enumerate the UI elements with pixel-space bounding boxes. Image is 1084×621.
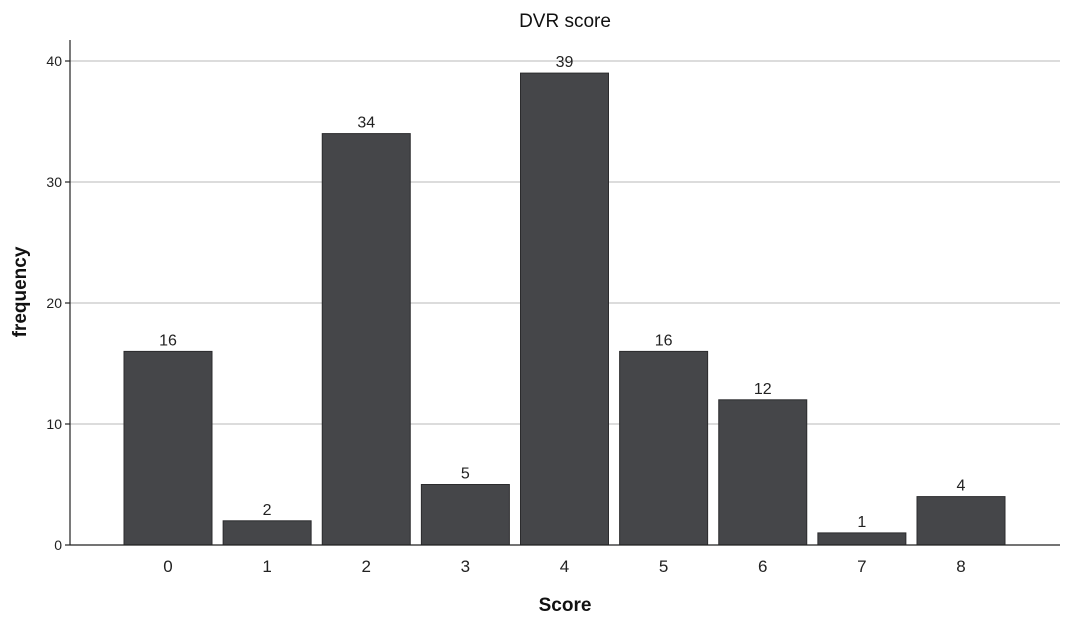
data-label: 1	[857, 514, 866, 531]
x-axis-title: Score	[539, 595, 592, 616]
x-tick-label: 4	[560, 557, 569, 576]
bar-4	[520, 72, 609, 546]
x-tick-label: 2	[362, 557, 371, 576]
data-label: 4	[957, 478, 966, 495]
x-tick-label: 0	[163, 557, 172, 576]
data-label: 34	[357, 115, 375, 132]
bar-1	[222, 520, 312, 546]
x-tick-label: 3	[461, 557, 470, 576]
x-axis-ticks: 0 1 2 3 4 5 6 7 8	[163, 557, 965, 576]
data-labels: 16 2 34 5 39 16 12 1 4	[159, 54, 965, 531]
bar-8	[916, 496, 1006, 546]
y-axis-title: frequency	[10, 246, 31, 337]
data-label: 16	[159, 332, 177, 349]
bar-3	[420, 484, 510, 546]
bar-7	[817, 532, 907, 546]
bar-6	[718, 399, 808, 546]
bar-0	[123, 350, 213, 546]
x-tick-label: 7	[857, 557, 866, 576]
bar-5	[619, 350, 709, 546]
y-tick-label: 30	[46, 174, 62, 190]
x-tick-label: 1	[262, 557, 271, 576]
data-label: 12	[754, 381, 772, 398]
x-tick-label: 6	[758, 557, 767, 576]
y-tick-label: 20	[46, 295, 62, 311]
y-tick-label: 40	[46, 53, 62, 69]
bar-2	[321, 133, 411, 546]
x-tick-label: 8	[956, 557, 965, 576]
data-label: 2	[263, 502, 272, 519]
bars	[123, 72, 1006, 546]
data-label: 39	[556, 54, 574, 71]
chart-title: DVR score	[519, 11, 611, 32]
data-label: 16	[655, 332, 673, 349]
data-label: 5	[461, 466, 470, 483]
y-tick-label: 0	[54, 537, 62, 553]
y-axis-ticks: 0 10 20 30 40	[46, 53, 70, 553]
x-tick-label: 5	[659, 557, 668, 576]
y-tick-label: 10	[46, 416, 62, 432]
